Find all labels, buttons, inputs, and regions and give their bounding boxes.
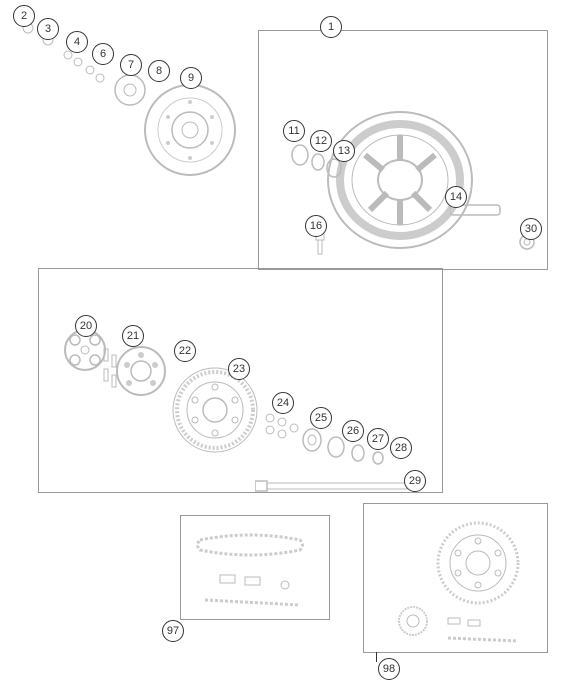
callout-12[interactable]: 12: [310, 130, 332, 152]
callout-24[interactable]: 24: [272, 392, 294, 414]
callout-21[interactable]: 21: [122, 325, 144, 347]
callout-13[interactable]: 13: [333, 140, 355, 162]
callout-30[interactable]: 30: [520, 218, 542, 240]
callout-22[interactable]: 22: [174, 340, 196, 362]
callout-9[interactable]: 9: [180, 67, 202, 89]
callout-2[interactable]: 2: [13, 5, 35, 27]
chain-kit-97-part: [190, 525, 320, 615]
callout-97[interactable]: 97: [162, 620, 184, 642]
leader: [376, 652, 377, 662]
callout-8[interactable]: 8: [148, 60, 170, 82]
wheel-part: [325, 105, 475, 255]
callout-23[interactable]: 23: [228, 358, 250, 380]
callout-27[interactable]: 27: [367, 428, 389, 450]
callout-1[interactable]: 1: [320, 16, 342, 38]
nuts-24-part: [262, 410, 302, 445]
callout-4[interactable]: 4: [66, 31, 88, 53]
callout-16[interactable]: 16: [305, 215, 327, 237]
callout-25[interactable]: 25: [310, 407, 332, 429]
callout-26[interactable]: 26: [342, 420, 364, 442]
sprocket-large-part: [170, 365, 260, 455]
callout-98[interactable]: 98: [378, 658, 400, 680]
callout-28[interactable]: 28: [390, 437, 412, 459]
bolts-21-part: [100, 345, 130, 395]
sprocket-kit-98-part: [373, 513, 538, 648]
callout-7[interactable]: 7: [120, 54, 142, 76]
callout-6[interactable]: 6: [92, 43, 114, 65]
callout-14[interactable]: 14: [445, 186, 467, 208]
callout-3[interactable]: 3: [37, 18, 59, 40]
callout-29[interactable]: 29: [404, 470, 426, 492]
callout-20[interactable]: 20: [75, 315, 97, 337]
axle-part: [255, 475, 415, 495]
callout-11[interactable]: 11: [283, 120, 305, 142]
